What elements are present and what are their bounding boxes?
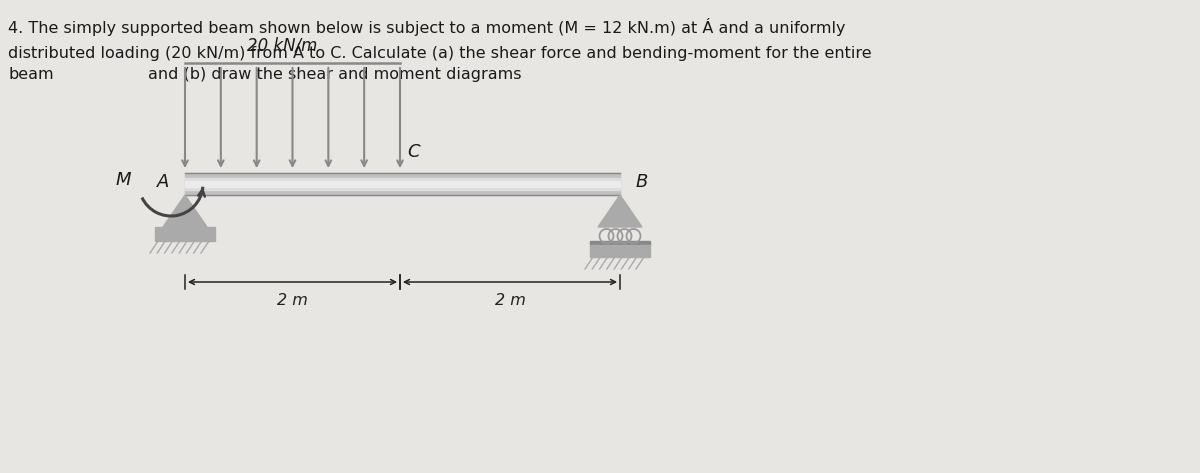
Bar — [590, 241, 650, 245]
Bar — [185, 173, 620, 195]
Bar — [590, 245, 650, 257]
Polygon shape — [163, 195, 208, 227]
Text: 2 m: 2 m — [277, 293, 308, 308]
Bar — [185, 181, 620, 187]
Bar — [155, 227, 215, 241]
Text: 2 m: 2 m — [494, 293, 526, 308]
Text: C: C — [408, 143, 420, 161]
Text: beam: beam — [8, 67, 54, 82]
Text: distributed loading (20 kN/m) from Á to C. Calculate (a) the shear force and ben: distributed loading (20 kN/m) from Á to … — [8, 43, 871, 61]
Bar — [185, 178, 620, 190]
Text: 20 kN/m: 20 kN/m — [247, 37, 318, 55]
Text: 4. The simply supported beam shown below is subject to a moment (M = 12 kN.m) at: 4. The simply supported beam shown below… — [8, 18, 846, 36]
Text: and (b) draw the shear and moment diagrams: and (b) draw the shear and moment diagra… — [148, 67, 522, 82]
Text: B: B — [636, 173, 648, 191]
Text: A: A — [157, 173, 169, 191]
Polygon shape — [598, 195, 642, 227]
Text: M: M — [115, 171, 131, 189]
